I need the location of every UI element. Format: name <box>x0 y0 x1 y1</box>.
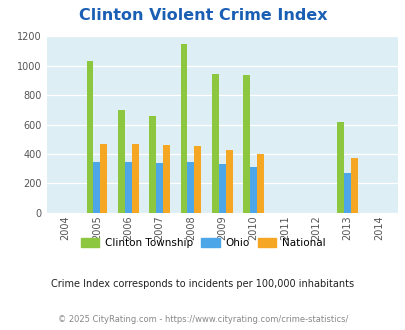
Bar <box>249 167 256 213</box>
Bar <box>211 74 218 213</box>
Bar <box>194 146 201 213</box>
Bar <box>124 162 131 213</box>
Bar <box>343 173 350 213</box>
Bar <box>180 45 187 213</box>
Bar <box>256 154 263 213</box>
Bar <box>156 163 163 213</box>
Bar <box>86 61 93 213</box>
Text: Crime Index corresponds to incidents per 100,000 inhabitants: Crime Index corresponds to incidents per… <box>51 279 354 289</box>
Bar <box>149 116 156 213</box>
Bar <box>187 162 194 213</box>
Legend: Clinton Township, Ohio, National: Clinton Township, Ohio, National <box>77 234 328 252</box>
Bar <box>337 122 343 213</box>
Bar <box>131 144 138 213</box>
Bar <box>225 149 232 213</box>
Text: © 2025 CityRating.com - https://www.cityrating.com/crime-statistics/: © 2025 CityRating.com - https://www.city… <box>58 315 347 324</box>
Text: Clinton Violent Crime Index: Clinton Violent Crime Index <box>79 8 326 23</box>
Bar <box>117 110 124 213</box>
Bar <box>93 162 100 213</box>
Bar <box>243 75 249 213</box>
Bar <box>163 145 170 213</box>
Bar <box>100 144 107 213</box>
Bar <box>218 164 225 213</box>
Bar <box>350 158 357 213</box>
